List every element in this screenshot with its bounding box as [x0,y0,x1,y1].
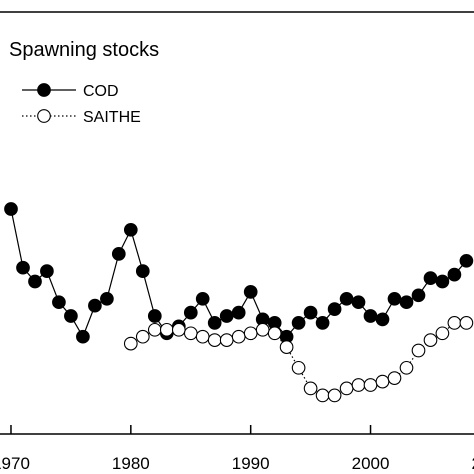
cod-point-2008 [459,253,474,268]
saithe-point-1982 [147,322,162,337]
legend-label-saithe: SAITHE [83,109,141,126]
cod-point-1978 [100,291,114,306]
cod-point-1998 [339,291,354,306]
legend-item-cod: COD [22,83,119,100]
legend-marker-saithe [37,109,51,123]
cod-point-2004 [411,288,426,303]
cod-point-1995 [303,305,318,320]
cod-point-1990 [243,285,258,299]
saithe-point-1992 [267,326,282,341]
cod-point-1977 [88,298,102,313]
cod-point-2001 [375,312,390,327]
saithe-point-1986 [195,329,210,344]
saithe-point-2006 [435,326,450,341]
cod-point-1986 [195,291,210,306]
saithe-point-1985 [183,326,198,341]
chart-title: Spawning stocks [9,39,159,61]
cod-point-1987 [207,316,222,330]
cod-point-1980 [123,222,138,237]
saithe-point-1989 [231,329,246,344]
saithe-point-2003 [399,360,414,375]
legend-label-cod: COD [83,83,119,100]
saithe-point-1993 [279,340,294,354]
cod-point-2005 [423,271,438,285]
saithe-point-1999 [351,378,366,392]
saithe-point-1987 [207,333,222,347]
cod-point-1975 [64,309,78,323]
legend: COD SAITHE [22,83,141,126]
saithe-point-2005 [423,333,438,347]
cod-point-1970 [4,202,18,216]
cod-point-2002 [387,291,402,306]
cod-point-2006 [435,274,450,289]
saithe-point-1996 [315,388,330,403]
saithe-point-1997 [327,388,342,403]
saithe-point-2000 [363,378,378,392]
cod-point-1981 [135,264,150,278]
legend-marker-cod [37,83,51,97]
saithe-point-2004 [411,343,426,358]
cod-point-1971 [16,260,30,275]
cod-point-1976 [76,329,90,344]
cod-point-1997 [327,302,342,316]
saithe-point-1998 [339,381,354,396]
saithe-point-1988 [219,333,234,347]
saithe-point-2008 [459,316,474,330]
cod-point-1999 [351,295,366,310]
cod-point-2000 [363,309,378,323]
cod-point-1972 [28,274,42,289]
x-tick-label-1970: 1970 [0,454,30,473]
axes: 1970 1980 1990 2000 2010 [0,11,474,473]
saithe-point-1984 [171,322,186,337]
x-tick-label-2010: 2010 [471,454,474,473]
saithe-point-1995 [303,381,318,396]
x-tick-label-1980: 1980 [112,454,150,473]
cod-point-1982 [147,309,162,323]
saithe-point-2001 [375,374,390,389]
cod-point-1979 [111,247,126,261]
saithe-point-1990 [243,326,258,341]
cod-point-1994 [291,316,306,330]
x-tick-label-1990: 1990 [232,454,270,473]
cod-point-1996 [315,316,330,330]
cod-point-1988 [219,309,234,323]
saithe-point-2007 [447,316,462,330]
cod-point-2007 [447,267,462,282]
cod-point-2003 [399,295,414,310]
x-tick-label-2000: 2000 [352,454,390,473]
plot-area [4,202,474,403]
saithe-series [123,316,474,403]
saithe-point-2002 [387,371,402,385]
legend-item-saithe: SAITHE [22,109,141,126]
saithe-point-1981 [135,329,150,344]
saithe-point-1980 [123,336,138,351]
saithe-point-1983 [159,322,174,337]
cod-point-1973 [40,264,54,278]
saithe-point-1994 [291,360,306,375]
saithe-point-1991 [255,322,270,337]
cod-series [4,202,474,344]
cod-point-1989 [231,305,246,320]
cod-point-1985 [183,305,198,320]
cod-point-1974 [52,295,66,310]
